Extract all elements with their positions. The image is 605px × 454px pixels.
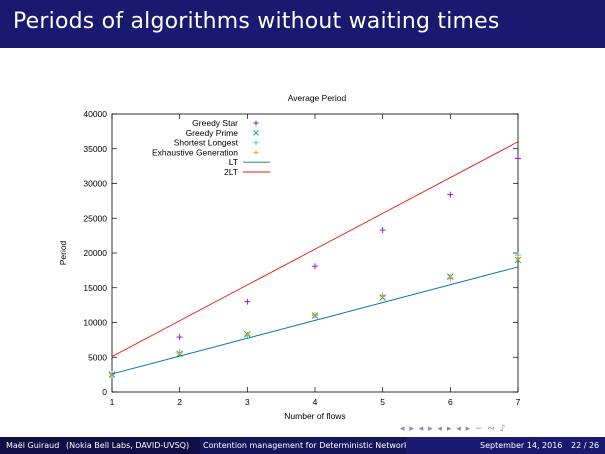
y-tick-label: 0: [102, 387, 107, 397]
y-tick-label: 35000: [83, 144, 107, 154]
legend-swatch-exhaustive-generation: [253, 149, 259, 155]
data-point-exhaustive-generation: [515, 254, 521, 261]
data-point-exhaustive-generation: [176, 350, 183, 357]
x-tick-label: 4: [313, 397, 318, 407]
y-tick-label: 10000: [83, 318, 107, 328]
legend-label-2lt: 2LT: [224, 167, 238, 177]
legend-swatch-greedy-prime-d2: [253, 129, 259, 136]
slide-title: Periods of algorithms without waiting ti…: [13, 9, 500, 34]
footer-title-section: Contention management for Deterministic …: [200, 437, 421, 454]
x-tick-label: 2: [177, 397, 182, 407]
y-tick-label: 25000: [83, 213, 107, 223]
legend-swatch-greedy-star: [253, 120, 259, 126]
x-tick-label: 5: [380, 397, 385, 407]
footer-page-number: 22 / 26: [571, 441, 600, 450]
series-line-lt: [112, 266, 518, 375]
slide-footer: Maël Guiraud (Nokia Bell Labs, DAVID-UVS…: [0, 437, 605, 454]
data-point-greedy-star: [515, 155, 521, 162]
footer-affiliation: (Nokia Bell Labs, DAVID-UVSQ): [66, 441, 190, 450]
footer-date: September 14, 2016: [480, 441, 563, 450]
data-point-exhaustive-generation: [109, 371, 115, 378]
legend-label-exhaustive-generation: Exhaustive Generation: [152, 147, 238, 157]
data-point-exhaustive-generation: [379, 293, 386, 300]
footer-author-section: Maël Guiraud (Nokia Bell Labs, DAVID-UVS…: [0, 437, 200, 454]
data-point-exhaustive-generation: [312, 312, 318, 319]
y-tick-label: 40000: [83, 109, 107, 119]
y-tick-label: 15000: [83, 283, 107, 293]
data-point-greedy-star: [176, 334, 183, 341]
x-tick-label: 6: [448, 397, 453, 407]
legend-label-shortest-longest: Shortest Longest: [174, 138, 239, 148]
data-point-greedy-star: [379, 227, 386, 234]
x-tick-label: 7: [516, 397, 521, 407]
series-line-2lt: [112, 141, 518, 357]
chart-title: Average Period: [288, 93, 347, 103]
footer-date-section: September 14, 2016 22 / 26: [406, 437, 605, 454]
data-point-greedy-star: [447, 191, 454, 198]
y-tick-label: 30000: [83, 179, 107, 189]
chart: Average Period 0 5000 10000 15000 20000 25000 3…: [58, 93, 522, 421]
data-point-exhaustive-generation: [447, 274, 454, 281]
x-tick-label: 3: [245, 397, 250, 407]
y-axis-label: Period: [58, 240, 68, 265]
legend-swatch-shortest-longest: [253, 140, 259, 146]
legend-label-greedy-star: Greedy Star: [192, 118, 238, 128]
footer-short-title: Contention management for Deterministic …: [203, 441, 422, 450]
y-tick-label: 20000: [83, 248, 107, 258]
y-tick-label: 5000: [88, 352, 107, 362]
data-point-greedy-star: [312, 263, 318, 270]
x-tick-label: 1: [110, 397, 115, 407]
legend-label-lt: LT: [229, 157, 238, 167]
x-axis-label: Number of flows: [284, 411, 345, 421]
beamer-navigation-icons[interactable]: ◂ ▸ ◂ ▸ ◂ ▸ ◂ ▸ ∽ ∾ ♪: [400, 424, 507, 434]
footer-author: Maël Guiraud: [6, 441, 60, 450]
data-point-greedy-star: [244, 298, 251, 305]
data-point-exhaustive-generation: [244, 331, 251, 338]
slide-title-bar: Periods of algorithms without waiting ti…: [0, 0, 605, 48]
legend-label-greedy-prime: Greedy Prime: [186, 128, 239, 138]
legend-swatch-greedy-prime: [253, 129, 259, 136]
